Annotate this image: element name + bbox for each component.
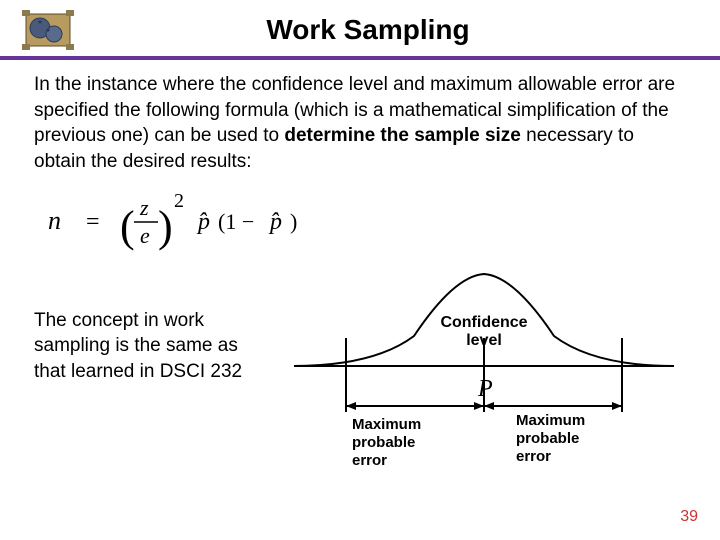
slide-content: In the instance where the confidence lev… [0, 60, 720, 471]
max-error-left: Maximumprobableerror [352, 416, 421, 470]
formula-p1: p̂ [196, 209, 210, 235]
slide-header: Work Sampling [0, 0, 720, 60]
intro-bold: determine the sample size [284, 125, 521, 146]
bell-curve-diagram: Confidencelevel P Maximumprobableerror M… [274, 266, 686, 471]
p-label: P [478, 376, 493, 403]
page-number: 39 [680, 508, 698, 526]
svg-text:): ) [158, 202, 173, 251]
confidence-level-label: Confidencelevel [424, 314, 544, 351]
slide-title: Work Sampling [96, 14, 700, 46]
formula-paren2: ) [290, 209, 297, 234]
formula-e: e [140, 223, 150, 248]
formula-exp: 2 [174, 190, 184, 212]
formula-p2: p̂ [268, 209, 282, 235]
lower-row: The concept in work sampling is the same… [34, 266, 686, 471]
intro-paragraph: In the instance where the confidence lev… [34, 72, 686, 175]
formula-paren1: (1 − [218, 209, 254, 234]
svg-text:(: ( [120, 202, 135, 251]
formula-z: z [139, 195, 149, 220]
max-error-right: Maximumprobableerror [516, 412, 585, 466]
concept-text: The concept in work sampling is the same… [34, 266, 274, 471]
formula: n = ( z e ) 2 p̂ (1 − p̂ ) [34, 189, 686, 258]
formula-eq: = [86, 209, 100, 235]
formula-n: n [48, 206, 61, 235]
logo-icon [20, 8, 76, 52]
